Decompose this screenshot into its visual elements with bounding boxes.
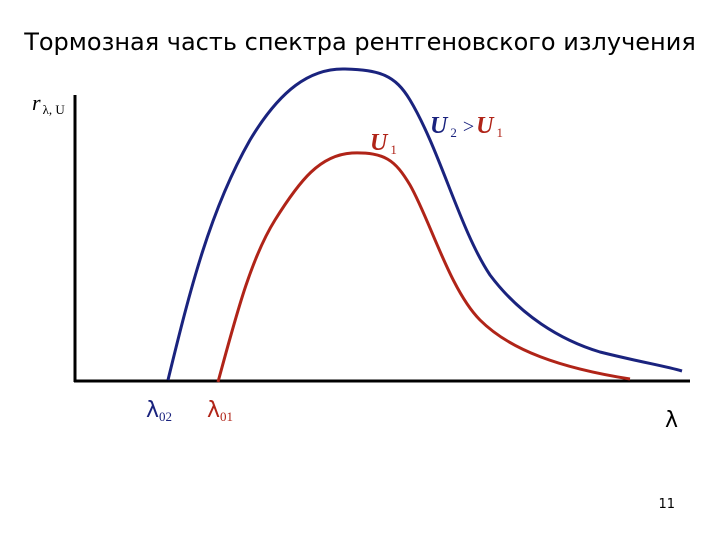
- page-number: 11: [658, 497, 675, 512]
- symbol: λ: [146, 398, 159, 423]
- subscript: 1: [496, 125, 503, 140]
- symbol: U: [476, 113, 495, 139]
- relation-label: U 2 >U 1: [430, 113, 503, 140]
- subscript: 01: [220, 409, 233, 424]
- subscript: 02: [159, 409, 172, 424]
- symbol: U: [430, 113, 449, 139]
- curve-u2: [166, 67, 683, 381]
- subscript: λ, U: [43, 102, 66, 117]
- subscript: 2: [450, 125, 457, 140]
- symbol: r: [32, 90, 41, 115]
- y-axis-label: r λ, U: [32, 90, 65, 117]
- operator: >: [463, 116, 474, 138]
- x-axis-label: λ: [665, 408, 678, 433]
- symbol: U: [370, 130, 389, 156]
- subscript: 1: [390, 142, 397, 157]
- lambda-02: λ02: [146, 398, 172, 424]
- lambda-01: λ01: [207, 398, 233, 424]
- slide-title: Тормозная часть спектра рентгеновского и…: [23, 28, 696, 56]
- symbol: λ: [207, 398, 220, 423]
- curve-u1: [216, 151, 631, 383]
